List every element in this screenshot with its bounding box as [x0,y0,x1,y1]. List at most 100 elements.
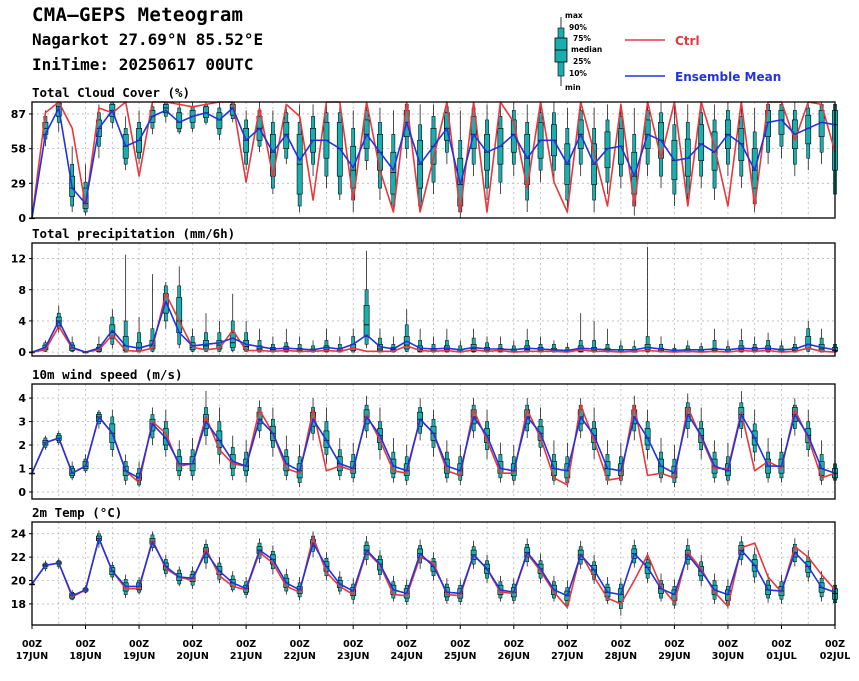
x-tick-date: 28JUN [605,651,637,662]
box-25-75 [82,187,89,209]
x-tick-date: 01JUL [766,651,797,662]
ensemble-box [256,328,263,353]
box-10-90 [592,340,596,353]
legend-box-label: 10% [569,69,587,78]
legend-box-label: 25% [573,57,591,66]
legend: max 90% 75% median 25% 10% min Ctrl Ensemble Mea… [554,11,781,92]
panel-title: Total precipitation (mm/6h) [32,226,235,241]
ensemble-box [203,313,209,353]
panel-1: Total Cloud Cover (%) 0 29 58 87 [11,85,838,225]
y-tick-label: 4 [18,392,26,405]
y-tick-label: 0 [18,346,26,359]
x-tick-date: 19JUN [123,651,155,662]
ensemble-box [698,342,705,353]
ensemble-box [577,313,584,353]
ensemble-box [296,104,303,213]
x-tick-date: 20JUN [176,651,208,662]
ctrl-line [31,536,836,609]
box-25-75 [162,104,169,114]
x-tick-date: 18JUN [69,651,101,662]
ensemble-box [470,328,477,353]
ensemble-mean-line [31,107,836,219]
x-tick-hour: 00Z [611,639,631,650]
ensemble-box [617,578,624,616]
panel-4: 2m Temp (°C) 18 20 22 24 [11,505,838,626]
y-tick-label: 22 [11,551,26,564]
x-tick-date: 24JUN [391,651,423,662]
x-tick-hour: 00Z [290,639,310,650]
ensemble-box [323,328,330,353]
y-tick-label: 24 [11,528,27,541]
ensemble-box [176,102,183,135]
ensemble-box [778,102,785,159]
box-25-75 [390,151,397,195]
x-tick-date: 25JUN [444,651,476,662]
x-tick-hour: 00Z [718,639,738,650]
box-25-75 [136,342,142,351]
ensemble-mean-line [31,300,836,353]
x-tick-hour: 00Z [343,639,363,650]
ensemble-box [176,266,183,349]
x-tick-hour: 00Z [75,639,95,650]
x-axis: 00Z17JUN00Z18JUN00Z19JUN00Z20JUN00Z21JUN… [16,625,850,662]
x-tick-hour: 00Z [129,639,149,650]
x-tick-hour: 00Z [450,639,470,650]
y-tick-label: 2 [18,439,26,452]
legend-box-label: max [565,11,583,20]
ensemble-box [725,102,731,177]
ensemble-mean-line [31,537,836,597]
x-tick-hour: 00Z [236,639,256,650]
ensemble-box [591,320,597,353]
ensemble-box [216,407,223,464]
box-25-75 [162,428,169,446]
box-25-75 [698,124,705,161]
x-tick-hour: 00Z [22,639,42,650]
ensemble-box [229,293,236,353]
x-tick-hour: 00Z [664,639,684,650]
ensemble-box [216,102,223,141]
x-tick-date: 27JUN [551,651,583,662]
ensemble-box [631,107,638,216]
ensemble-box [604,328,611,353]
ensemble-box [524,104,531,213]
location-label: Nagarkot 27.69°N 85.52°E [32,30,264,49]
x-tick-date: 02JUL [820,651,851,662]
y-tick-label: 20 [11,575,27,588]
legend-box-label: min [565,83,581,92]
legend-ctrl-label: Ctrl [675,34,700,48]
panels: Total Cloud Cover (%) 0 29 58 87 Total precip… [11,85,838,626]
x-tick-date: 17JUN [16,651,48,662]
legend-box-label: 75% [573,34,591,43]
chart-title: CMA—GEPS Meteogram [32,4,244,26]
x-tick-date: 26JUN [498,651,530,662]
legend-box-label: median [571,45,602,54]
init-time-label: IniTime: 20250617 00UTC [32,55,254,74]
x-tick-hour: 00Z [183,639,203,650]
y-tick-label: 0 [18,212,26,225]
ensemble-box [377,328,383,353]
y-tick-label: 8 [18,284,26,297]
y-tick-label: 3 [18,416,26,429]
panel-frame [31,383,836,500]
panel-3: 10m wind speed (m/s) 0 1 2 3 4 [18,367,838,500]
box-10-90 [137,332,141,353]
y-tick-label: 87 [11,108,26,121]
ensemble-box [323,407,330,464]
ensemble-box [122,254,129,353]
panel-frame [31,521,836,626]
panel-title: 2m Temp (°C) [32,505,122,520]
y-tick-label: 4 [18,315,26,328]
x-tick-hour: 00Z [825,639,845,650]
ensemble-box [363,250,370,349]
y-tick-label: 58 [11,143,26,156]
panel-frame [31,242,836,357]
ensemble-box [189,328,196,353]
ensemble-mean-line [31,413,836,479]
x-tick-hour: 00Z [504,639,524,650]
box-25-75 [631,151,638,195]
ensemble-box [109,309,116,349]
y-tick-label: 29 [11,177,26,190]
ensemble-box [805,102,812,171]
ensemble-box [658,102,664,189]
